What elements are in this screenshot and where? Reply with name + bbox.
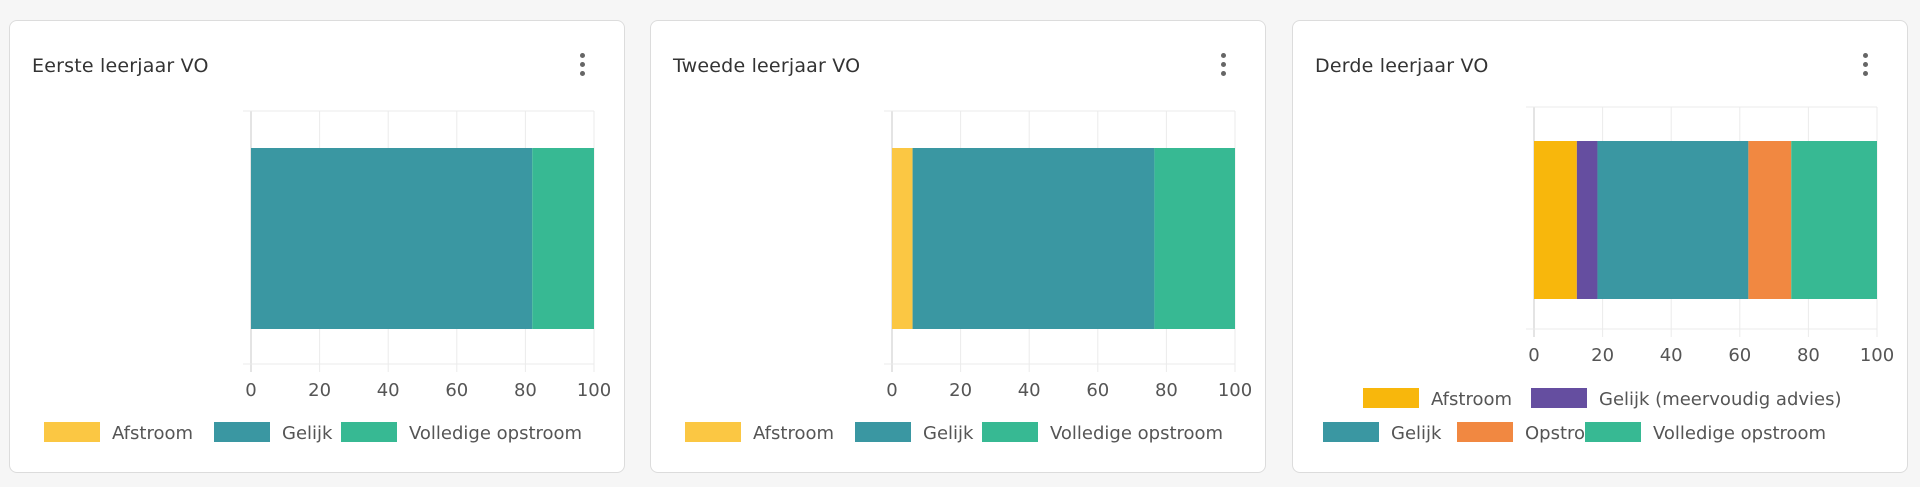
bar-segment-gelijk[interactable] bbox=[251, 148, 533, 329]
chart-card-tweede-leerjaar: Tweede leerjaar VO 0 20 40 60 80 100 Afstroom G… bbox=[650, 20, 1266, 473]
bar-segment-volledige-opstroom[interactable] bbox=[1154, 148, 1235, 329]
x-tick-label: 60 bbox=[445, 380, 468, 401]
legend-swatch-volledige-opstroom[interactable] bbox=[982, 422, 1038, 442]
x-tick-label: 100 bbox=[577, 380, 611, 401]
legend-swatch-gelijk[interactable] bbox=[214, 422, 270, 442]
legend-label-gelijk[interactable]: Gelijk bbox=[282, 423, 333, 444]
bar-segment-opstroom[interactable] bbox=[1748, 141, 1792, 299]
legend-label-gelijk[interactable]: Gelijk bbox=[1391, 423, 1442, 444]
legend-label-gelijk-meervoudig-advies[interactable]: Gelijk (meervoudig advies) bbox=[1599, 389, 1842, 410]
x-tick-label: 60 bbox=[1728, 345, 1751, 366]
x-tick-label: 40 bbox=[1018, 380, 1041, 401]
x-tick-label: 20 bbox=[1591, 345, 1614, 366]
bar-segment-volledige-opstroom[interactable] bbox=[1791, 141, 1877, 299]
x-tick-label: 60 bbox=[1086, 380, 1109, 401]
legend-label-afstroom[interactable]: Afstroom bbox=[112, 423, 193, 444]
x-tick-label: 40 bbox=[377, 380, 400, 401]
chart-card-derde-leerjaar: Derde leerjaar VO 0 20 40 60 80 100 Afstroom Ge… bbox=[1292, 20, 1908, 473]
bar-segment-volledige-opstroom[interactable] bbox=[532, 148, 594, 329]
x-tick-label: 40 bbox=[1660, 345, 1683, 366]
legend-swatch-opstroom[interactable] bbox=[1457, 422, 1513, 442]
card-title: Tweede leerjaar VO bbox=[673, 55, 861, 77]
legend-label-volledige-opstroom[interactable]: Volledige opstroom bbox=[1653, 423, 1826, 444]
bar-segment-gelijk-meervoudig-advies[interactable] bbox=[1576, 141, 1598, 299]
legend-label-volledige-opstroom[interactable]: Volledige opstroom bbox=[1050, 423, 1223, 444]
x-tick-label: 0 bbox=[1528, 345, 1539, 366]
legend-label-afstroom[interactable]: Afstroom bbox=[753, 423, 834, 444]
more-options-icon[interactable] bbox=[1219, 53, 1227, 81]
x-tick-label: 0 bbox=[245, 380, 256, 401]
more-options-icon[interactable] bbox=[1861, 53, 1869, 81]
legend-label-gelijk[interactable]: Gelijk bbox=[923, 423, 974, 444]
stacked-bar-chart: 0 20 40 60 80 100 Afstroom Gelijk (meervoudig a… bbox=[1323, 106, 1894, 444]
x-tick-label: 80 bbox=[514, 380, 537, 401]
bar-segment-afstroom[interactable] bbox=[1534, 141, 1577, 299]
x-tick-label: 20 bbox=[308, 380, 331, 401]
legend-swatch-afstroom[interactable] bbox=[685, 422, 741, 442]
bar-segment-afstroom[interactable] bbox=[892, 148, 913, 329]
card-title: Derde leerjaar VO bbox=[1315, 55, 1489, 77]
legend-label-afstroom[interactable]: Afstroom bbox=[1431, 389, 1512, 410]
legend-swatch-volledige-opstroom[interactable] bbox=[1585, 422, 1641, 442]
x-tick-label: 0 bbox=[886, 380, 897, 401]
x-tick-label: 100 bbox=[1860, 345, 1894, 366]
stacked-bar-chart: 0 20 40 60 80 100 Afstroom Gelijk Volledige opst… bbox=[685, 110, 1252, 444]
legend-label-volledige-opstroom[interactable]: Volledige opstroom bbox=[409, 423, 582, 444]
x-tick-label: 20 bbox=[949, 380, 972, 401]
x-tick-label: 80 bbox=[1797, 345, 1820, 366]
legend-swatch-afstroom[interactable] bbox=[44, 422, 100, 442]
bar-segment-gelijk[interactable] bbox=[912, 148, 1155, 329]
more-options-icon[interactable] bbox=[578, 53, 586, 81]
x-tick-label: 100 bbox=[1218, 380, 1252, 401]
chart-card-eerste-leerjaar: Eerste leerjaar VO 0 20 40 60 80 100 Afstroom G… bbox=[9, 20, 625, 473]
legend-swatch-gelijk-meervoudig-advies[interactable] bbox=[1531, 388, 1587, 408]
legend-swatch-gelijk[interactable] bbox=[855, 422, 911, 442]
x-tick-label: 80 bbox=[1155, 380, 1178, 401]
legend-swatch-afstroom[interactable] bbox=[1363, 388, 1419, 408]
stacked-bar-chart: 0 20 40 60 80 100 Afstroom Gelijk Volledige opst… bbox=[44, 110, 611, 444]
bar-segment-gelijk[interactable] bbox=[1597, 141, 1749, 299]
legend-swatch-gelijk[interactable] bbox=[1323, 422, 1379, 442]
legend-swatch-volledige-opstroom[interactable] bbox=[341, 422, 397, 442]
card-title: Eerste leerjaar VO bbox=[32, 55, 209, 77]
